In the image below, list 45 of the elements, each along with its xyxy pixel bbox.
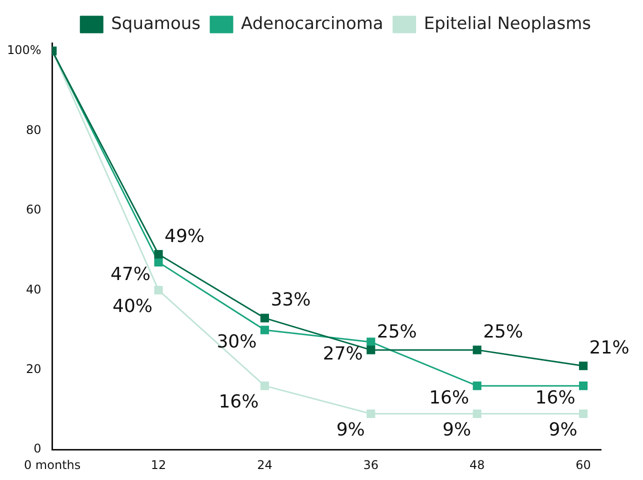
x-tick-label: 24: [257, 458, 272, 472]
point: [260, 326, 269, 334]
x-tick-label: 36: [363, 458, 379, 472]
point: [579, 409, 588, 418]
point: [579, 382, 588, 390]
data-label: 27%: [322, 344, 363, 365]
point: [366, 409, 376, 418]
point: [154, 286, 163, 294]
data-label: 9%: [442, 419, 472, 440]
legend-label: Adenocarcinoma: [240, 14, 384, 34]
point: [472, 346, 482, 354]
data-label: 33%: [270, 290, 311, 311]
data-label: 40%: [112, 296, 153, 317]
x-tick-label: 0 months: [24, 458, 81, 472]
data-label: 21%: [589, 338, 630, 359]
point: [472, 409, 482, 418]
y-tick-label: 0: [34, 442, 42, 456]
point: [260, 382, 269, 390]
x-tick-label: 12: [150, 458, 166, 472]
data-label: 47%: [110, 264, 151, 285]
data-label: 9%: [548, 419, 578, 440]
y-tick-label: 80: [26, 122, 42, 137]
point: [154, 250, 163, 259]
point: [579, 362, 588, 370]
y-tick-label: 60: [26, 202, 42, 217]
x-tick-label: 48: [469, 458, 485, 472]
data-label: 25%: [376, 322, 417, 343]
data-label: 16%: [218, 391, 259, 412]
data-label: 16%: [535, 387, 576, 408]
data-label: 9%: [336, 419, 365, 440]
point: [366, 346, 376, 354]
data-label: 25%: [483, 322, 524, 343]
point: [260, 314, 269, 322]
point: [366, 338, 376, 346]
legend-label: Squamous: [111, 14, 201, 34]
data-label: 49%: [164, 226, 205, 247]
data-label: 16%: [429, 387, 470, 408]
x-tick-label: 60: [576, 458, 591, 472]
legend-label: Epitelial Neoplasms: [424, 14, 592, 34]
point: [472, 382, 482, 390]
y-tick-label: 40: [26, 282, 42, 296]
y-tick-label: 100%: [6, 43, 42, 58]
y-tick-label: 20: [26, 362, 42, 376]
data-label: 30%: [216, 332, 257, 353]
point: [154, 258, 163, 267]
